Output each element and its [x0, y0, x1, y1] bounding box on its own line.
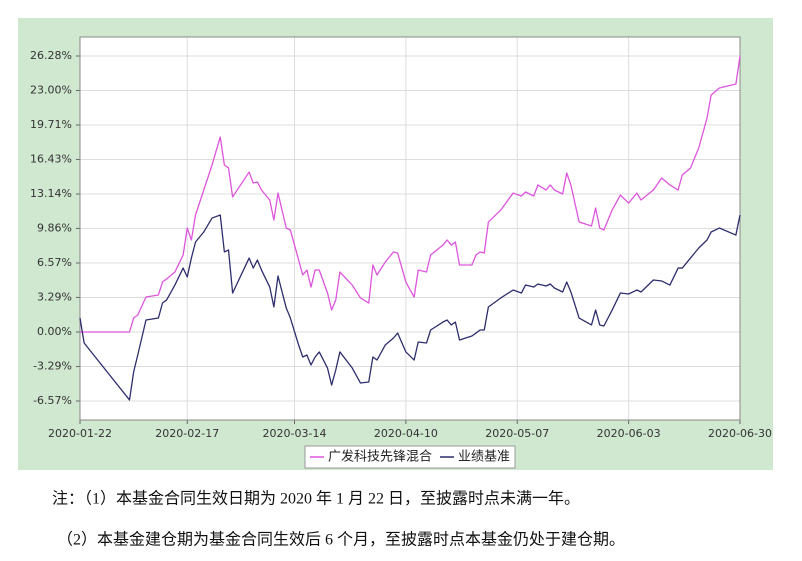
y-tick-label: 9.86% [37, 221, 72, 234]
y-tick-label: 19.71% [30, 118, 72, 131]
x-tick-label: 2020-04-10 [374, 427, 438, 440]
y-tick-label: 26.28% [30, 49, 72, 62]
y-tick-label: -6.57% [33, 394, 72, 407]
legend-label: 业绩基准 [458, 450, 510, 465]
legend-box [304, 445, 516, 469]
y-tick-label: 13.14% [30, 187, 72, 200]
legend: 广发科技先锋混合 业绩基准 [304, 445, 516, 469]
x-tick-label: 2020-03-14 [263, 427, 327, 440]
x-tick-label: 2020-01-22 [48, 427, 112, 440]
x-tick-label: 2020-06-03 [597, 427, 661, 440]
x-tick-label: 2020-06-30 [708, 427, 772, 440]
y-tick-label: -3.29% [33, 360, 72, 373]
y-tick-label: 6.57% [37, 256, 72, 269]
legend-label: 广发科技先锋混合 [328, 449, 432, 465]
y-tick-label: 16.43% [30, 152, 72, 165]
x-tick-label: 2020-05-07 [485, 427, 549, 440]
note: 注：（1）本基金合同生效日期为 2020 年 1 月 22 日，至披露时点未满一… [52, 490, 580, 508]
y-tick-label: 23.00% [30, 83, 72, 96]
y-tick-label: 3.29% [37, 290, 72, 303]
series-line [80, 55, 741, 333]
y-tick-label: 0.00% [37, 325, 72, 338]
plot-border [79, 36, 741, 421]
note: （2）本基金建仓期为基金合同生效后 6 个月，至披露时点本基金仍处于建仓期。 [57, 531, 625, 549]
x-tick-label: 2020-02-17 [155, 427, 219, 440]
series-line [79, 214, 741, 401]
